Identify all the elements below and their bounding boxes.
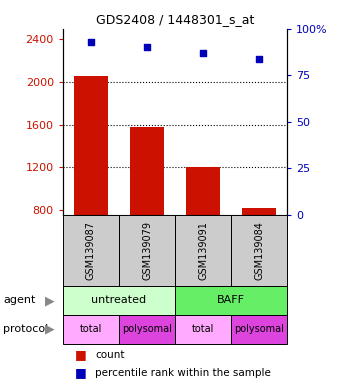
Text: GSM139091: GSM139091: [198, 221, 208, 280]
Bar: [175, 215, 231, 286]
Text: count: count: [95, 350, 125, 360]
Text: polysomal: polysomal: [122, 324, 172, 334]
Text: GSM139087: GSM139087: [86, 221, 96, 280]
Text: ■: ■: [75, 366, 87, 379]
Bar: [63, 315, 119, 344]
Text: total: total: [192, 324, 214, 334]
Text: total: total: [80, 324, 102, 334]
Text: protocol: protocol: [3, 324, 49, 334]
Bar: [186, 167, 220, 215]
Bar: [231, 215, 287, 286]
Bar: [242, 208, 276, 215]
Title: GDS2408 / 1448301_s_at: GDS2408 / 1448301_s_at: [96, 13, 254, 26]
Text: GSM139084: GSM139084: [254, 221, 264, 280]
Bar: [130, 127, 164, 215]
Point: [256, 56, 262, 62]
Bar: [119, 315, 175, 344]
Text: agent: agent: [3, 295, 36, 306]
Point: [88, 39, 94, 45]
Bar: [74, 76, 108, 215]
Text: ▶: ▶: [45, 294, 54, 307]
Bar: [175, 286, 287, 315]
Text: percentile rank within the sample: percentile rank within the sample: [95, 368, 271, 378]
Point: [144, 44, 150, 50]
Bar: [175, 315, 231, 344]
Bar: [119, 215, 175, 286]
Text: ■: ■: [75, 348, 87, 361]
Point: [201, 50, 206, 56]
Bar: [63, 215, 119, 286]
Text: ▶: ▶: [45, 323, 54, 336]
Bar: [63, 286, 175, 315]
Text: GSM139079: GSM139079: [142, 221, 152, 280]
Text: polysomal: polysomal: [234, 324, 284, 334]
Text: BAFF: BAFF: [217, 295, 245, 306]
Text: untreated: untreated: [91, 295, 147, 306]
Bar: [231, 315, 287, 344]
